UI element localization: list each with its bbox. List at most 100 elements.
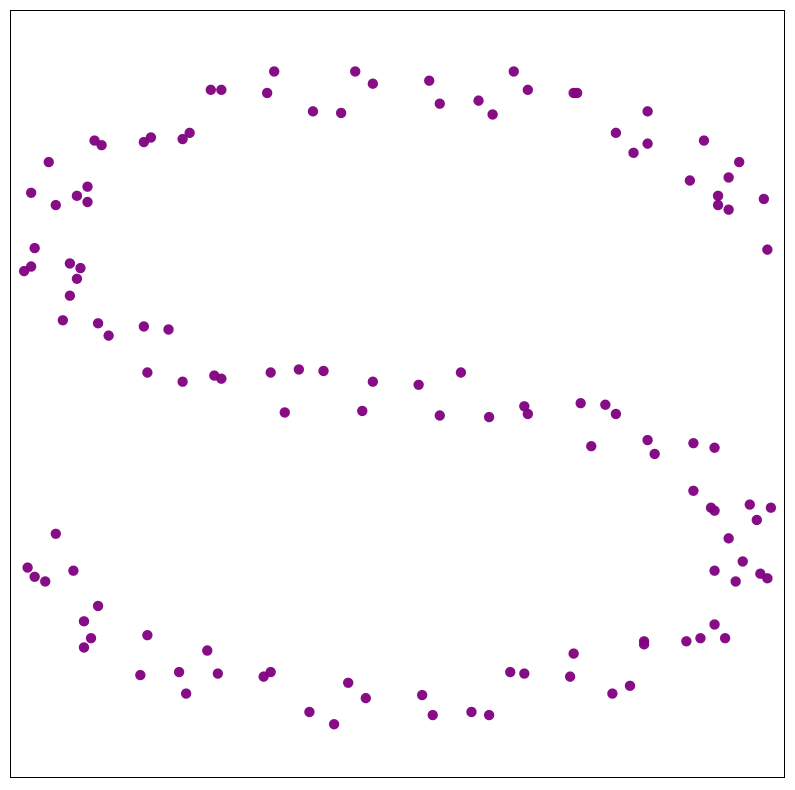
point <box>723 204 734 215</box>
point <box>261 87 273 99</box>
point <box>78 642 90 653</box>
point <box>350 66 361 77</box>
point <box>138 321 150 332</box>
point <box>173 666 185 678</box>
point <box>29 571 40 582</box>
point <box>681 636 692 647</box>
point <box>712 190 724 202</box>
point <box>413 379 424 390</box>
point <box>202 645 213 656</box>
point <box>71 190 83 202</box>
point <box>57 315 69 326</box>
point <box>205 84 216 96</box>
point <box>209 370 220 381</box>
point <box>473 95 484 106</box>
point <box>145 132 157 143</box>
point <box>216 84 227 96</box>
point <box>360 692 371 704</box>
point <box>22 562 33 573</box>
point <box>649 448 660 460</box>
point <box>628 147 639 159</box>
point <box>709 565 720 576</box>
point <box>586 441 597 452</box>
point <box>304 706 315 718</box>
point <box>688 485 699 496</box>
point <box>342 677 354 688</box>
point <box>367 376 379 387</box>
point <box>78 616 90 627</box>
point <box>712 199 724 211</box>
point <box>96 139 107 151</box>
point <box>180 688 192 699</box>
point <box>82 181 93 192</box>
point <box>50 528 61 539</box>
point <box>357 405 368 417</box>
point <box>212 668 224 679</box>
point <box>642 138 653 149</box>
point <box>29 242 40 254</box>
point <box>642 434 653 446</box>
point <box>177 133 188 145</box>
point <box>751 514 763 526</box>
point <box>328 719 340 730</box>
point <box>142 629 153 641</box>
point <box>92 600 104 612</box>
point <box>434 98 445 109</box>
point <box>103 330 114 341</box>
point <box>719 633 731 644</box>
point <box>50 199 61 211</box>
point <box>695 633 706 644</box>
point <box>455 367 467 378</box>
point <box>522 84 534 96</box>
point <box>624 680 636 692</box>
point <box>519 401 530 412</box>
point <box>737 556 748 567</box>
point <box>43 156 54 168</box>
point <box>709 619 720 630</box>
point <box>607 688 618 699</box>
point <box>508 66 519 77</box>
point <box>424 75 435 86</box>
point <box>416 689 428 701</box>
point <box>40 576 51 587</box>
point <box>762 244 773 255</box>
point <box>269 66 280 77</box>
point <box>483 411 495 423</box>
point <box>684 175 696 186</box>
point <box>568 87 579 99</box>
point <box>85 633 97 644</box>
point <box>519 668 530 679</box>
point <box>723 172 734 183</box>
point <box>335 107 347 119</box>
point <box>744 499 755 510</box>
point <box>575 398 586 409</box>
point <box>68 565 79 576</box>
point <box>177 376 188 387</box>
point <box>307 106 319 117</box>
point <box>483 709 495 721</box>
point <box>568 648 579 659</box>
point <box>318 365 329 377</box>
points <box>18 66 777 730</box>
point <box>92 318 104 329</box>
point <box>135 669 146 681</box>
point <box>688 437 699 449</box>
point <box>75 262 86 274</box>
point <box>265 367 276 378</box>
point <box>734 156 745 168</box>
point <box>64 258 76 269</box>
point <box>71 273 83 284</box>
point <box>466 706 477 718</box>
plot-frame <box>10 10 785 778</box>
point <box>434 410 445 421</box>
point <box>730 576 741 587</box>
point <box>163 324 174 335</box>
point <box>698 135 710 146</box>
point <box>723 533 734 544</box>
point <box>18 265 30 277</box>
point <box>709 505 720 516</box>
point <box>638 639 650 650</box>
point <box>487 109 498 120</box>
point <box>758 193 770 205</box>
